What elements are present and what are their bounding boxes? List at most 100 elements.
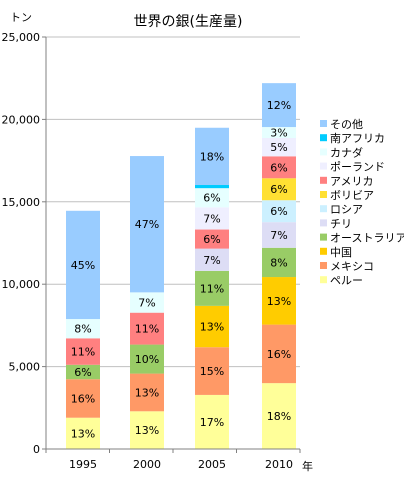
bar-segment bbox=[66, 364, 100, 380]
y-axis-label: トン bbox=[10, 11, 32, 24]
y-tick-label: 15,000 bbox=[2, 196, 41, 209]
bar-segment bbox=[195, 185, 229, 189]
legend-label: ポーランド bbox=[330, 161, 385, 174]
legend-swatch bbox=[320, 176, 327, 184]
bar-segment-label: 5% bbox=[270, 141, 287, 154]
bar-segment bbox=[195, 188, 229, 208]
bar-segment-label: 7% bbox=[270, 229, 287, 242]
bar-segment bbox=[130, 156, 164, 293]
bar-segment bbox=[262, 138, 296, 157]
legend-swatch bbox=[320, 233, 327, 241]
chart-title: 世界の銀(生産量) bbox=[134, 14, 243, 30]
bar-segment bbox=[130, 292, 164, 313]
bar-segment-label: 8% bbox=[74, 323, 91, 336]
bar-segment-label: 13% bbox=[135, 424, 159, 437]
bar-segment bbox=[262, 247, 296, 278]
y-tick-label: 10,000 bbox=[2, 278, 41, 291]
legend-label: アメリカ bbox=[330, 175, 373, 188]
legend-label: その他 bbox=[330, 118, 363, 131]
legend-label: 中国 bbox=[330, 246, 352, 259]
bar-segment bbox=[262, 156, 296, 179]
legend-swatch bbox=[320, 219, 327, 227]
x-axis-label: 年 bbox=[302, 459, 313, 473]
legend-label: ペルー bbox=[330, 274, 363, 287]
bar-segment-label: 18% bbox=[267, 410, 291, 423]
bar-segment-label: 7% bbox=[138, 297, 155, 310]
bar-segment bbox=[195, 127, 229, 186]
bar-segment-label: 13% bbox=[135, 386, 159, 399]
bar-segment bbox=[130, 373, 164, 412]
y-tick-label: 25,000 bbox=[2, 31, 41, 44]
bar-segment bbox=[262, 83, 296, 128]
bar-segment bbox=[262, 324, 296, 384]
legend-swatch bbox=[320, 191, 327, 198]
bar-segment bbox=[66, 338, 100, 365]
bar-segment-label: 7% bbox=[203, 254, 220, 267]
bar-segment bbox=[262, 200, 296, 223]
bar-segment bbox=[195, 270, 229, 306]
y-tick-label: 5,000 bbox=[9, 361, 41, 374]
legend-label: チリ bbox=[330, 217, 352, 230]
x-tick-label: 2010 bbox=[265, 458, 293, 471]
legend-swatch bbox=[320, 162, 327, 170]
legend-label: ロシア bbox=[330, 203, 363, 216]
legend-swatch bbox=[320, 262, 327, 269]
bar-segment bbox=[262, 222, 296, 248]
bar-segment bbox=[195, 207, 229, 230]
bar-segment-label: 11% bbox=[200, 282, 224, 295]
bar-segment-label: 45% bbox=[71, 259, 95, 272]
bar-segment-label: 6% bbox=[74, 366, 91, 379]
bar-segment-label: 16% bbox=[267, 348, 291, 361]
bar-segment bbox=[262, 127, 296, 139]
bar-segment-label: 6% bbox=[270, 183, 287, 196]
bar-segment bbox=[195, 248, 229, 271]
bar-segment bbox=[262, 178, 296, 201]
bar-segment bbox=[66, 379, 100, 418]
legend: その他南アフリカカナダポーランドアメリカボリビアロシアチリオーストラリア中国メキ… bbox=[320, 118, 404, 287]
bar-segment bbox=[195, 229, 229, 249]
bar-segment-label: 12% bbox=[267, 99, 291, 112]
bar-segment bbox=[262, 383, 296, 449]
bar-segment-label: 6% bbox=[203, 233, 220, 246]
legend-label: ボリビア bbox=[330, 189, 374, 202]
legend-label: カナダ bbox=[330, 145, 363, 159]
bar-segment-label: 13% bbox=[71, 427, 95, 440]
bar-segment-label: 13% bbox=[267, 295, 291, 308]
bar-segment-label: 8% bbox=[270, 256, 287, 269]
bar-segment-label: 6% bbox=[270, 205, 287, 218]
bar-segment-label: 15% bbox=[200, 365, 224, 378]
bar-segment bbox=[262, 277, 296, 325]
y-tick-label: 0 bbox=[33, 443, 40, 456]
bar-segment bbox=[130, 411, 164, 449]
bar-segment bbox=[130, 344, 164, 374]
bar-segment-label: 10% bbox=[135, 353, 159, 366]
legend-swatch bbox=[320, 205, 327, 213]
x-tick-label: 2000 bbox=[133, 458, 161, 471]
bar-segment bbox=[66, 319, 100, 339]
legend-swatch bbox=[320, 247, 327, 255]
bar-segment bbox=[195, 305, 229, 348]
y-tick-label: 20,000 bbox=[2, 113, 41, 126]
bar-segment-label: 11% bbox=[71, 346, 95, 359]
bar-segment-label: 3% bbox=[270, 127, 287, 140]
bar-segment bbox=[195, 347, 229, 395]
legend-swatch bbox=[320, 276, 327, 284]
bar-segment-label: 7% bbox=[203, 212, 220, 225]
bar-segment-label: 17% bbox=[200, 416, 224, 429]
legend-label: 南アフリカ bbox=[330, 132, 385, 145]
bar-segment-label: 47% bbox=[135, 218, 159, 231]
legend-label: オーストラリア bbox=[330, 232, 404, 245]
bar-segment-label: 6% bbox=[270, 161, 287, 174]
legend-swatch bbox=[320, 120, 327, 127]
bar-segment bbox=[66, 417, 100, 449]
bar-segment-label: 6% bbox=[203, 192, 220, 205]
legend-swatch bbox=[320, 134, 327, 142]
x-tick-label: 1995 bbox=[69, 458, 97, 471]
bar-segment-label: 13% bbox=[200, 321, 224, 334]
legend-label: メキシコ bbox=[330, 260, 374, 273]
bar-segment bbox=[130, 312, 164, 345]
x-tick-label: 2005 bbox=[198, 458, 226, 471]
bars: 13% 16% 6% 11% 8% 45% 13% 13% 10% 11% 7% 47% 17% 15% 1… bbox=[66, 83, 296, 449]
